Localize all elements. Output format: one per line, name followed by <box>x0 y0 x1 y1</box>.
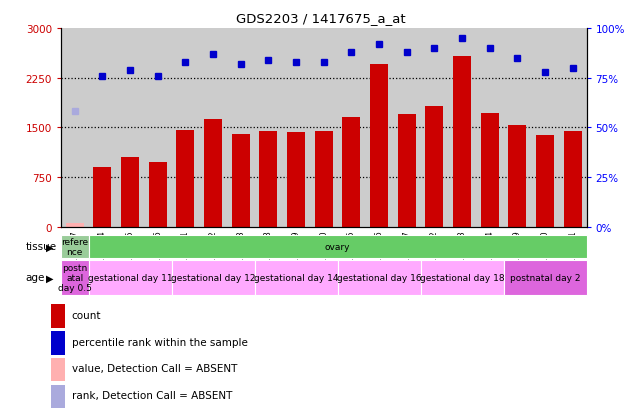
Bar <box>172 260 254 295</box>
Bar <box>370 65 388 227</box>
Text: percentile rank within the sample: percentile rank within the sample <box>72 337 247 347</box>
Bar <box>88 260 172 295</box>
Bar <box>51 385 65 408</box>
Bar <box>453 57 471 227</box>
Bar <box>481 114 499 227</box>
Bar <box>121 158 139 227</box>
Bar <box>315 132 333 227</box>
Bar <box>508 126 526 227</box>
Bar <box>51 358 65 382</box>
Text: rank, Detection Call = ABSENT: rank, Detection Call = ABSENT <box>72 390 232 401</box>
Bar <box>66 223 84 227</box>
Text: gestational day 18: gestational day 18 <box>420 273 504 282</box>
Bar <box>504 260 587 295</box>
Bar <box>94 168 112 227</box>
Bar <box>254 260 338 295</box>
Text: postnatal day 2: postnatal day 2 <box>510 273 580 282</box>
Text: GDS2203 / 1417675_a_at: GDS2203 / 1417675_a_at <box>236 12 405 25</box>
Text: gestational day 11: gestational day 11 <box>88 273 172 282</box>
Bar <box>61 235 88 258</box>
Bar <box>342 118 360 227</box>
Text: refere
nce: refere nce <box>61 237 88 256</box>
Text: ▶: ▶ <box>46 242 53 252</box>
Bar <box>61 260 88 295</box>
Bar <box>149 163 167 227</box>
Bar <box>426 107 444 227</box>
Text: ▶: ▶ <box>46 273 53 283</box>
Text: age: age <box>26 273 45 283</box>
Text: count: count <box>72 310 101 320</box>
Text: gestational day 16: gestational day 16 <box>337 273 421 282</box>
Bar <box>232 135 250 227</box>
Bar <box>397 115 415 227</box>
Text: postn
atal
day 0.5: postn atal day 0.5 <box>58 263 92 292</box>
Text: value, Detection Call = ABSENT: value, Detection Call = ABSENT <box>72 363 237 374</box>
Text: tissue: tissue <box>26 242 57 252</box>
Bar <box>51 331 65 355</box>
Bar <box>204 120 222 227</box>
Text: gestational day 14: gestational day 14 <box>254 273 338 282</box>
Bar <box>287 133 305 227</box>
Bar <box>420 260 504 295</box>
Bar <box>51 304 65 328</box>
Bar <box>338 260 420 295</box>
Bar <box>536 136 554 227</box>
Bar <box>176 131 194 227</box>
Bar <box>563 132 581 227</box>
Bar <box>260 131 278 227</box>
Text: gestational day 12: gestational day 12 <box>171 273 255 282</box>
Text: ovary: ovary <box>325 242 350 251</box>
